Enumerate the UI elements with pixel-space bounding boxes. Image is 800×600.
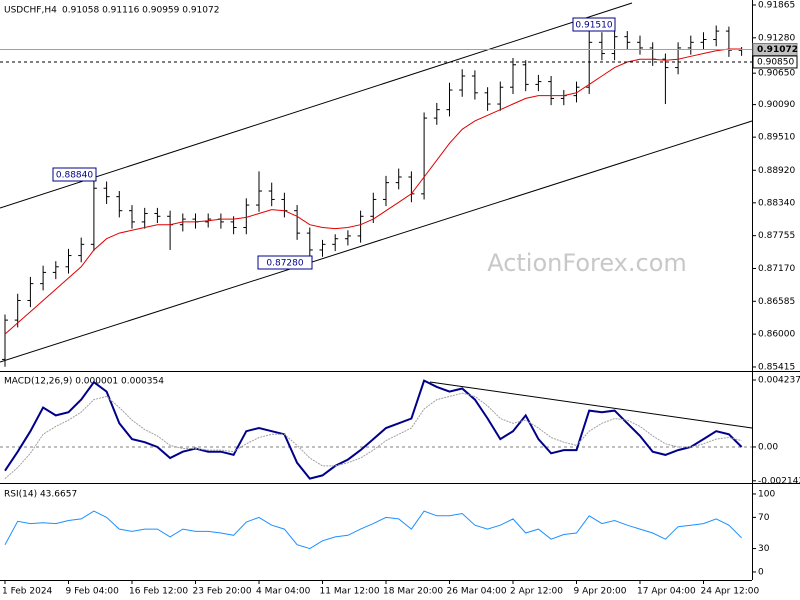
y-tick-label: 70 (758, 513, 770, 523)
y-tick-label: 0.89510 (758, 133, 795, 143)
current-price-label: 0.91072 (757, 45, 798, 55)
y-tick-label: 0.85415 (758, 362, 795, 372)
y-tick-label: 0.90090 (758, 100, 795, 110)
symbol-title: USDCHF,H4 (4, 6, 57, 16)
annotation-box (572, 17, 616, 32)
y-tick-label: 100 (758, 489, 775, 499)
line (4, 392, 742, 479)
x-tick-label: 23 Feb 20:00 (193, 587, 252, 597)
x-tick-label: 1 Feb 2024 (2, 587, 53, 597)
x-tick-label: 26 Mar 04:00 (447, 587, 507, 597)
x-tick-label: 11 Mar 12:00 (320, 587, 380, 597)
macd-trendline (429, 381, 753, 429)
annotation-label: 0.88840 (56, 171, 93, 181)
y-tick-label: 0.88920 (758, 166, 795, 176)
y-tick-label: 0.91865 (758, 0, 795, 10)
y-tick-label: -0.002142 (758, 476, 800, 486)
macd-title: MACD(12,26,9) 0.000001 0.000354 (4, 377, 164, 387)
x-tick-label: 9 Feb 04:00 (66, 587, 120, 597)
x-tick-label: 17 Apr 04:00 (637, 587, 696, 597)
annotation-box (257, 255, 313, 270)
y-tick-label: 0.88340 (758, 198, 795, 208)
channel-upper (0, 2, 633, 209)
y-tick-label: 0.004237 (758, 376, 800, 386)
x-tick-label: 18 Mar 20:00 (383, 587, 443, 597)
ohlc-header: 0.91058 0.91116 0.90959 0.91072 (62, 6, 219, 16)
y-tick-label: 0.86585 (758, 297, 795, 307)
annotation-label: 0.91510 (575, 21, 612, 31)
x-tick-label: 2 Apr 12:00 (510, 587, 563, 597)
line (4, 379, 743, 480)
y-tick-label: 0.91280 (758, 33, 795, 43)
y-tick-label: 0.90650 (758, 69, 795, 79)
x-tick-label: 4 Mar 04:00 (256, 587, 311, 597)
y-tick-label: 0.86000 (758, 330, 795, 340)
rsi-title: RSI(14) 43.6657 (4, 490, 77, 500)
y-tick-label: 0.87170 (758, 264, 795, 274)
y-tick-label: 0 (758, 567, 764, 577)
annotation-label: 0.87280 (266, 259, 303, 269)
x-tick-label: 24 Apr 12:00 (701, 587, 760, 597)
level-box (752, 55, 798, 69)
y-tick-label: 0.87755 (758, 231, 795, 241)
watermark: ActionForex.com (487, 249, 687, 277)
level-label: 0.90850 (757, 57, 794, 67)
annotation-box (52, 167, 97, 182)
line (4, 48, 742, 335)
channel-lower (0, 120, 753, 363)
x-tick-label: 9 Apr 20:00 (574, 587, 627, 597)
y-tick-label: 0.00 (758, 442, 778, 452)
y-tick-label: 30 (758, 544, 770, 554)
line (4, 510, 742, 550)
x-tick-label: 16 Feb 12:00 (129, 587, 188, 597)
